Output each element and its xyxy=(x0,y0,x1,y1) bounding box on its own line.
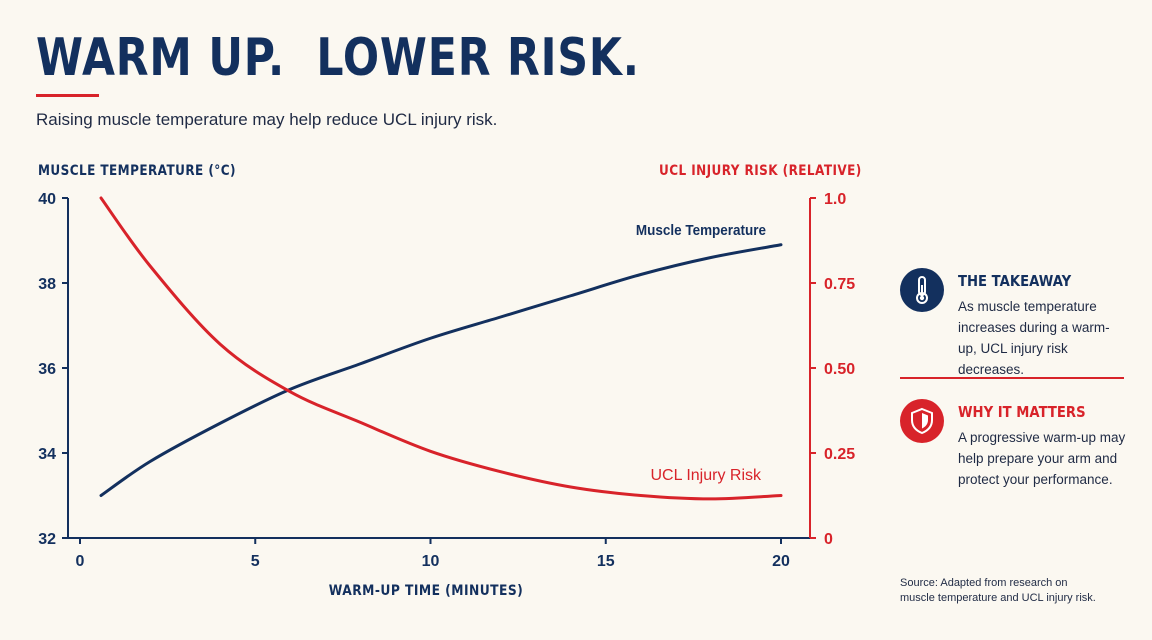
thermometer-icon xyxy=(900,268,944,312)
y-left-tick-label: 36 xyxy=(38,361,56,378)
x-tick-label: 5 xyxy=(251,553,260,570)
source-line-1: Source: Adapted from research on xyxy=(900,577,1068,589)
why-it-matters-panel: WHY IT MATTERS A progressive warm-up may… xyxy=(900,399,1125,499)
y-right-tick-label: 0.50 xyxy=(824,361,855,378)
y-right-tick-label: 1.0 xyxy=(824,191,846,208)
title-underline xyxy=(36,94,99,97)
why-text: A progressive warm-up may help prepare y… xyxy=(958,430,1126,487)
y-left-tick-label: 40 xyxy=(38,191,56,208)
page-subtitle: Raising muscle temperature may help redu… xyxy=(36,110,498,129)
y-right-axis-title: UCL INJURY RISK (RELATIVE) xyxy=(659,163,862,179)
y-left-tick-label: 34 xyxy=(38,446,56,463)
takeaway-text: As muscle temperature increases during a… xyxy=(958,299,1110,377)
takeaway-title: THE TAKEAWAY xyxy=(958,272,1072,290)
x-tick-label: 0 xyxy=(76,553,85,570)
x-tick-label: 10 xyxy=(422,553,440,570)
series-label-muscle-temperature: Muscle Temperature xyxy=(636,222,766,239)
why-title: WHY IT MATTERS xyxy=(958,403,1086,421)
page-title: WARM UP. LOWER RISK. xyxy=(36,28,640,88)
y-right-tick-label: 0 xyxy=(824,531,833,548)
source-line-2: muscle temperature and UCL injury risk. xyxy=(900,592,1096,604)
panel-divider xyxy=(900,377,1124,379)
y-left-tick-label: 32 xyxy=(38,531,56,548)
y-right-tick-label: 0.75 xyxy=(824,276,855,293)
x-tick-label: 15 xyxy=(597,553,615,570)
line-chart: 32 34 36 38 40 0 0.25 0.50 0.75 1.0 0 5 10 15 20 Muscle… xyxy=(38,191,855,570)
y-left-axis-title: MUSCLE TEMPERATURE (°C) xyxy=(38,163,236,179)
muscle-temperature-line xyxy=(99,243,783,497)
source-note: Source: Adapted from research on muscle … xyxy=(900,576,1130,606)
x-axis-title: WARM-UP TIME (MINUTES) xyxy=(328,583,524,599)
series-label-ucl-injury-risk: UCL Injury Risk xyxy=(650,467,762,484)
y-right-tick-label: 0.25 xyxy=(824,446,855,463)
shield-icon xyxy=(900,399,944,443)
y-left-tick-label: 38 xyxy=(38,276,56,293)
takeaway-panel: THE TAKEAWAY As muscle temperature incre… xyxy=(900,268,1124,377)
ucl-injury-risk-line xyxy=(99,196,783,501)
x-tick-label: 20 xyxy=(772,553,790,570)
